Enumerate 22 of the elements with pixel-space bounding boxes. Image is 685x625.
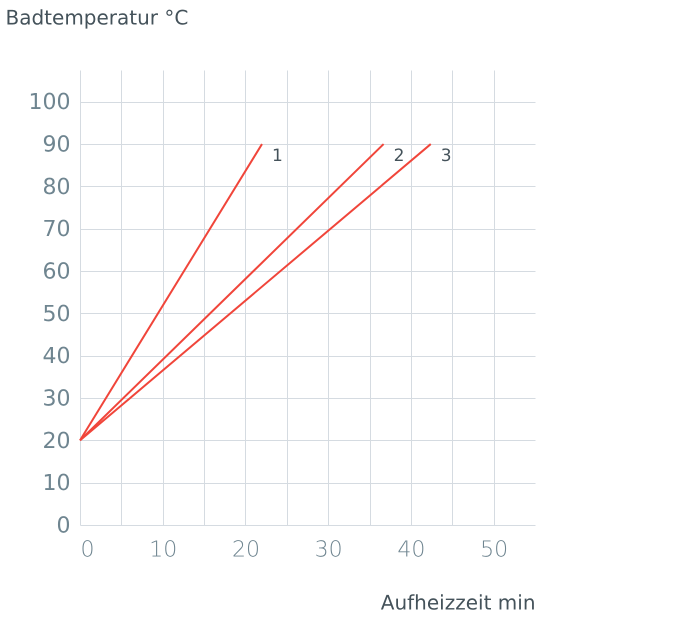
y-tick-label: 80 <box>42 174 70 200</box>
y-tick-label: 90 <box>42 132 70 158</box>
series-label: 1 <box>272 146 283 166</box>
x-tick-label: 0 <box>80 538 94 562</box>
x-tick-label: 10 <box>149 538 178 562</box>
y-tick-label: 50 <box>42 302 70 327</box>
x-tick-label: 20 <box>232 538 260 562</box>
y-tick-label: 70 <box>42 217 70 242</box>
y-tick-label: 30 <box>42 386 70 412</box>
y-tick-label: 60 <box>42 260 70 285</box>
y-tick-label: 10 <box>42 471 70 496</box>
x-axis-title: Aufheizzeit min <box>380 590 536 614</box>
y-tick-label: 100 <box>28 90 70 116</box>
y-tick-label: 40 <box>42 344 70 370</box>
y-tick-label: 20 <box>42 428 70 454</box>
series-label: 3 <box>440 146 452 166</box>
x-tick-label: 50 <box>480 538 508 562</box>
x-tick-label: 40 <box>397 538 426 562</box>
y-axis-title: Badtemperatur °C <box>6 6 188 30</box>
y-tick-label: 0 <box>56 514 70 538</box>
x-tick-label: 30 <box>314 538 343 562</box>
series-label: 2 <box>394 146 404 166</box>
